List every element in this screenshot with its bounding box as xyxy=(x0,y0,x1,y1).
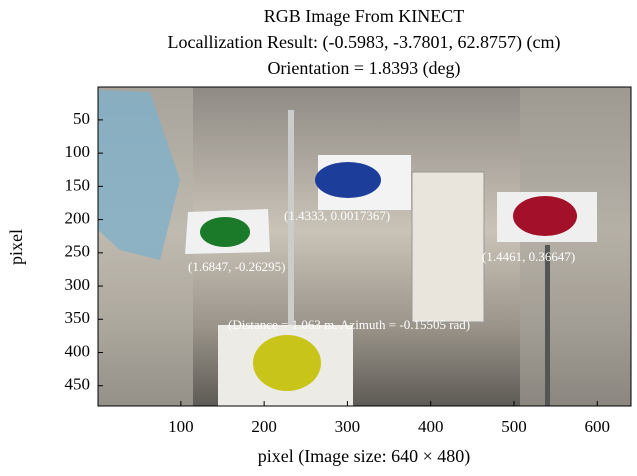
chart-title: RGB Image From KINECT xyxy=(264,6,464,26)
image xyxy=(98,87,631,406)
y-tick-label: 300 xyxy=(65,275,91,294)
y-tick-label: 50 xyxy=(73,109,90,128)
y-tick-label: 250 xyxy=(65,242,91,261)
x-tick-label: 600 xyxy=(585,417,611,436)
y-tick-label: 400 xyxy=(65,341,91,360)
annotation: (1.4333, 0.0017367) xyxy=(284,208,390,223)
annotation: (1.4461, 0.36647) xyxy=(482,249,575,264)
chart-title: Locallization Result: (-0.5983, -3.7801,… xyxy=(168,32,561,53)
x-axis-label: pixel (Image size: 640 × 480) xyxy=(258,446,471,467)
x-tick-label: 500 xyxy=(501,417,527,436)
x-tick-label: 300 xyxy=(335,417,361,436)
x-tick-label: 100 xyxy=(168,417,194,436)
y-tick-label: 450 xyxy=(65,375,91,394)
chart: RGB Image From KINECT Locallization Resul… xyxy=(0,0,637,471)
annotation: (Distance = 1.063 m, Azimuth = -0.15505 … xyxy=(228,317,470,332)
annotation: (1.6847, -0.26295) xyxy=(188,259,286,274)
y-tick-label: 100 xyxy=(65,142,91,161)
y-axis-label: pixel xyxy=(6,229,26,265)
y-tick-label: 150 xyxy=(65,175,91,194)
y-tick-label: 200 xyxy=(65,208,91,227)
x-tick-label: 400 xyxy=(418,417,444,436)
y-tick-label: 350 xyxy=(65,308,91,327)
chart-title: Orientation = 1.8393 (deg) xyxy=(267,58,460,79)
x-tick-label: 200 xyxy=(251,417,277,436)
